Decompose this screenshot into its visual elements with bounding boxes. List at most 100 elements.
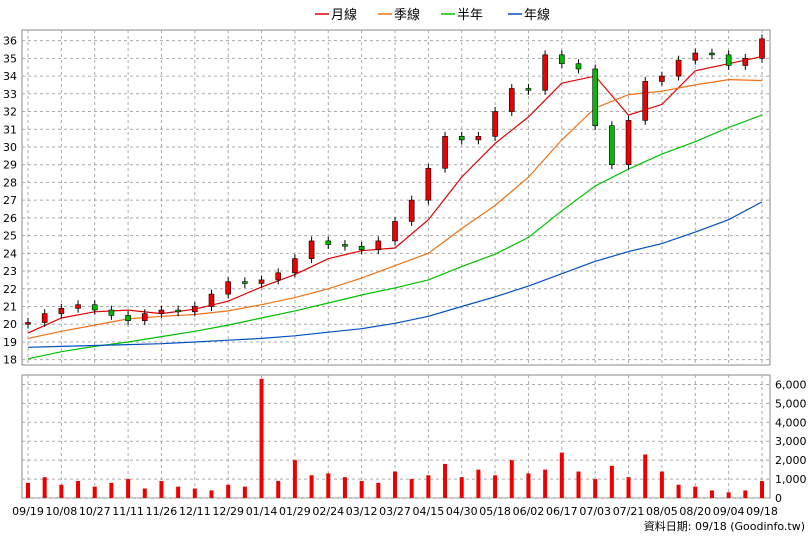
volume-bar <box>309 475 314 498</box>
volume-panel: 6,000 5,000 4,000 3,000 2,000 1,000 0 <box>21 374 807 505</box>
candle-body <box>91 304 98 311</box>
volume-bar <box>459 477 464 498</box>
ma-line-月線 <box>27 56 763 334</box>
x-tick-label: 03/27 <box>379 505 411 518</box>
x-tick-label: 11/26 <box>146 505 178 518</box>
candle-body <box>675 59 682 77</box>
volume-bar <box>359 480 364 498</box>
ma-line-年線 <box>27 201 763 348</box>
candle-body <box>625 120 632 166</box>
volume-bar <box>426 475 431 498</box>
x-tick-label: 01/29 <box>279 505 311 518</box>
candle-body <box>709 52 715 56</box>
volume-bar <box>676 484 681 498</box>
x-tick-label: 10/08 <box>46 505 78 518</box>
price-panel: 36 35 34 33 32 31 30 29 28 27 26 25 24 23 22 21 20 19 18 <box>3 29 771 367</box>
x-tick-label: 08/05 <box>646 505 678 518</box>
volume-bar <box>626 477 631 498</box>
candle-body <box>25 322 31 325</box>
legend-label: 半年 <box>457 8 483 23</box>
x-tick-label: 09/04 <box>713 505 745 518</box>
volume-bar <box>176 486 181 498</box>
x-tick-label: 09/18 <box>746 505 778 518</box>
volume-bar <box>126 479 131 498</box>
price-tick-label: 28 <box>3 176 17 189</box>
price-tick-label: 24 <box>3 247 17 260</box>
candle-body <box>375 240 382 251</box>
candle-body <box>175 309 181 313</box>
candle-body <box>659 75 665 82</box>
price-tick-label: 33 <box>3 88 17 101</box>
price-tick-label: 21 <box>3 301 17 314</box>
price-tick-label: 19 <box>3 336 17 349</box>
volume-bar <box>59 484 64 498</box>
volume-bar <box>709 490 714 498</box>
candle-body <box>575 63 582 70</box>
candle-body <box>75 304 81 309</box>
candle-body <box>542 54 548 91</box>
volume-bar <box>326 473 331 498</box>
x-tick-label: 06/17 <box>546 505 578 518</box>
candle-body <box>492 111 498 137</box>
price-tick-label: 25 <box>3 230 17 243</box>
volume-bar <box>543 469 548 498</box>
price-tick-label: 34 <box>3 70 17 83</box>
candle-body <box>141 313 148 321</box>
x-tick-label: 09/19 <box>12 505 44 518</box>
volume-tick-label: 4,000 <box>775 416 807 429</box>
volume-bar <box>393 471 397 498</box>
candle-body <box>125 315 131 321</box>
volume-tick-label: 6,000 <box>775 378 807 391</box>
volume-tick-label: 2,000 <box>775 454 807 467</box>
candle-body <box>592 68 598 127</box>
volume-bar <box>242 486 247 498</box>
volume-bar <box>526 473 531 498</box>
price-tick-label: 30 <box>3 141 17 154</box>
x-tick-label: 07/21 <box>613 505 645 518</box>
price-tick-label: 20 <box>3 318 17 331</box>
candle-body <box>692 52 699 61</box>
x-tick-label: 08/20 <box>679 505 711 518</box>
volume-bar <box>493 475 498 498</box>
price-tick-label: 36 <box>3 35 17 48</box>
candle-body <box>342 244 348 247</box>
x-tick-label: 06/02 <box>513 505 545 518</box>
volume-bar <box>726 492 731 498</box>
ma-line-季線 <box>27 78 763 339</box>
candle-body <box>508 88 515 112</box>
x-tick-label: 05/18 <box>479 505 511 518</box>
x-tick-label: 07/03 <box>579 505 611 518</box>
candle-body <box>609 125 615 166</box>
candle-body <box>425 167 432 201</box>
candle-body <box>208 293 215 307</box>
volume-bar <box>693 486 698 498</box>
volume-bar <box>259 378 264 498</box>
legend: 月線 季線 半年 年線 <box>315 7 550 23</box>
x-tick-label: 04/15 <box>413 505 445 518</box>
candle-body <box>725 54 732 66</box>
volume-bar <box>292 460 297 498</box>
price-tick-label: 18 <box>3 354 17 367</box>
volume-bar <box>209 490 214 498</box>
candle-body <box>458 136 465 141</box>
candle-body <box>158 309 165 314</box>
candle-body <box>308 240 315 259</box>
volume-bar <box>159 480 164 498</box>
volume-bar <box>443 463 448 498</box>
candle-body <box>392 221 398 242</box>
candle-body <box>759 38 765 59</box>
x-tick-label: 02/24 <box>312 505 344 518</box>
x-tick-label: 01/14 <box>246 505 278 518</box>
candle-body <box>559 54 565 64</box>
volume-bar <box>659 471 664 498</box>
volume-bar <box>593 479 598 498</box>
candle-body <box>108 309 115 316</box>
volume-bar <box>476 469 481 498</box>
candle-body <box>475 136 482 141</box>
x-tick-label: 12/11 <box>179 505 211 518</box>
candle-body <box>41 313 48 323</box>
price-tick-label: 29 <box>3 159 17 172</box>
source-note: 資料日期: 09/18 (Goodinfo.tw) <box>644 519 805 533</box>
volume-bar <box>192 488 197 498</box>
